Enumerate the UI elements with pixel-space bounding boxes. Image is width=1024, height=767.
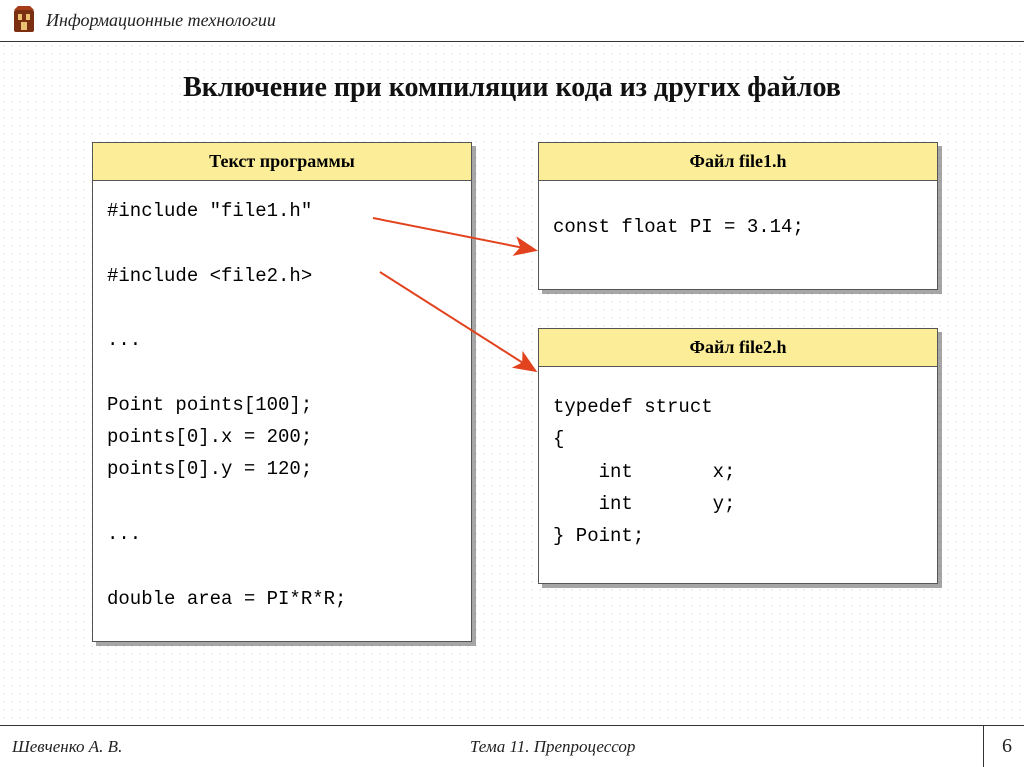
file2-header: Файл file2.h — [539, 329, 937, 367]
program-text-header: Текст программы — [93, 143, 471, 181]
footer-author: Шевченко А. В. — [12, 737, 122, 757]
footer-page: 6 — [983, 726, 1012, 767]
footer-topic: Тема 11. Препроцессор — [122, 737, 983, 757]
slide-title: Включение при компиляции кода из других … — [0, 72, 1024, 104]
footer-bar: Шевченко А. В. Тема 11. Препроцессор 6 — [0, 725, 1024, 767]
program-text-box: Текст программы #include "file1.h" #incl… — [92, 142, 472, 642]
file1-box: Файл file1.h const float PI = 3.14; — [538, 142, 938, 290]
file2-box: Файл file2.h typedef struct { int x; int… — [538, 328, 938, 584]
program-text-code: #include "file1.h" #include <file2.h> ..… — [93, 181, 471, 629]
file2-code: typedef struct { int x; int y; } Point; — [539, 367, 937, 566]
file1-header: Файл file1.h — [539, 143, 937, 181]
course-title: Информационные технологии — [46, 10, 276, 31]
top-bar: Информационные технологии — [0, 0, 1024, 42]
file1-code: const float PI = 3.14; — [539, 181, 937, 257]
crest-icon — [12, 6, 36, 36]
